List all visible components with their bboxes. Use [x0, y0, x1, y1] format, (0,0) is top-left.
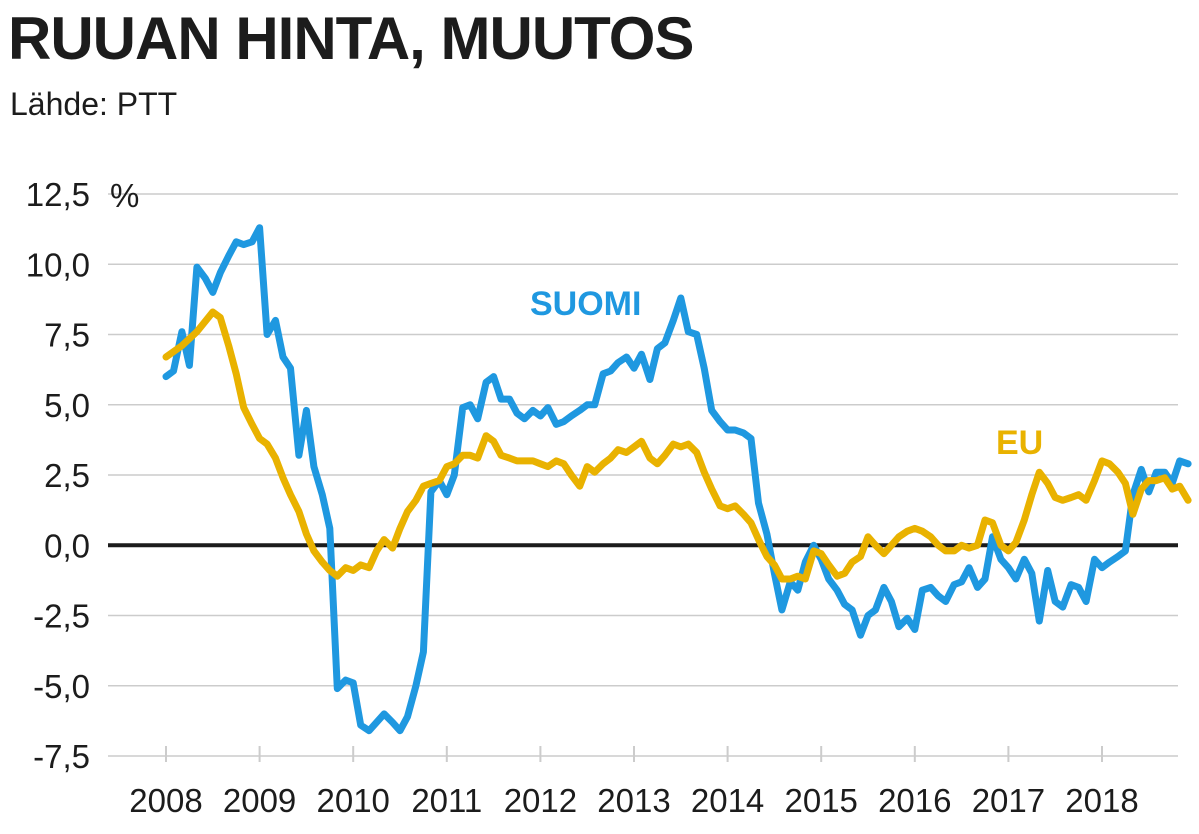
x-tick-label: 2014	[691, 782, 764, 819]
y-tick-label: 7,5	[44, 317, 90, 354]
x-tick-label: 2012	[504, 782, 577, 819]
y-tick-label: 10,0	[26, 246, 90, 283]
y-axis-unit: %	[110, 177, 139, 214]
x-tick-label: 2008	[129, 782, 202, 819]
y-tick-label: -5,0	[33, 668, 90, 705]
series-line-eu	[162, 308, 1192, 583]
y-tick-label: 0,0	[44, 527, 90, 564]
x-axis: 2008 2009 2010 2011 2012 2013 2014 2015 2016 2017…	[129, 746, 1139, 819]
chart-title: RUUAN HINTA, MUUTOS	[8, 5, 694, 72]
x-tick-label: 2013	[597, 782, 670, 819]
x-tick-label: 2015	[784, 782, 857, 819]
x-tick-label: 2010	[316, 782, 389, 819]
series-lines	[162, 224, 1192, 735]
series-line-suomi	[162, 224, 1192, 735]
y-tick-label: -7,5	[33, 738, 90, 775]
y-tick-label: 12,5	[26, 176, 90, 213]
x-tick-label: 2017	[972, 782, 1045, 819]
y-tick-label: 2,5	[44, 457, 90, 494]
y-axis-labels: 12,5 10,0 7,5 5,0 2,5 0,0 -2,5 -5,0 -7,5	[26, 176, 90, 775]
x-tick-label: 2011	[411, 782, 482, 819]
chart-source: Lähde: PTT	[10, 86, 178, 122]
x-tick-label: 2016	[878, 782, 951, 819]
grid-lines	[108, 193, 1178, 757]
series-label-eu: EU	[996, 424, 1043, 462]
x-tick-label: 2009	[223, 782, 296, 819]
series-label-suomi: SUOMI	[530, 285, 641, 323]
x-tick-label: 2018	[1065, 782, 1138, 819]
y-tick-label: -2,5	[33, 598, 90, 635]
y-tick-label: 5,0	[44, 387, 90, 424]
series-labels: SUOMI EU	[530, 285, 1043, 462]
